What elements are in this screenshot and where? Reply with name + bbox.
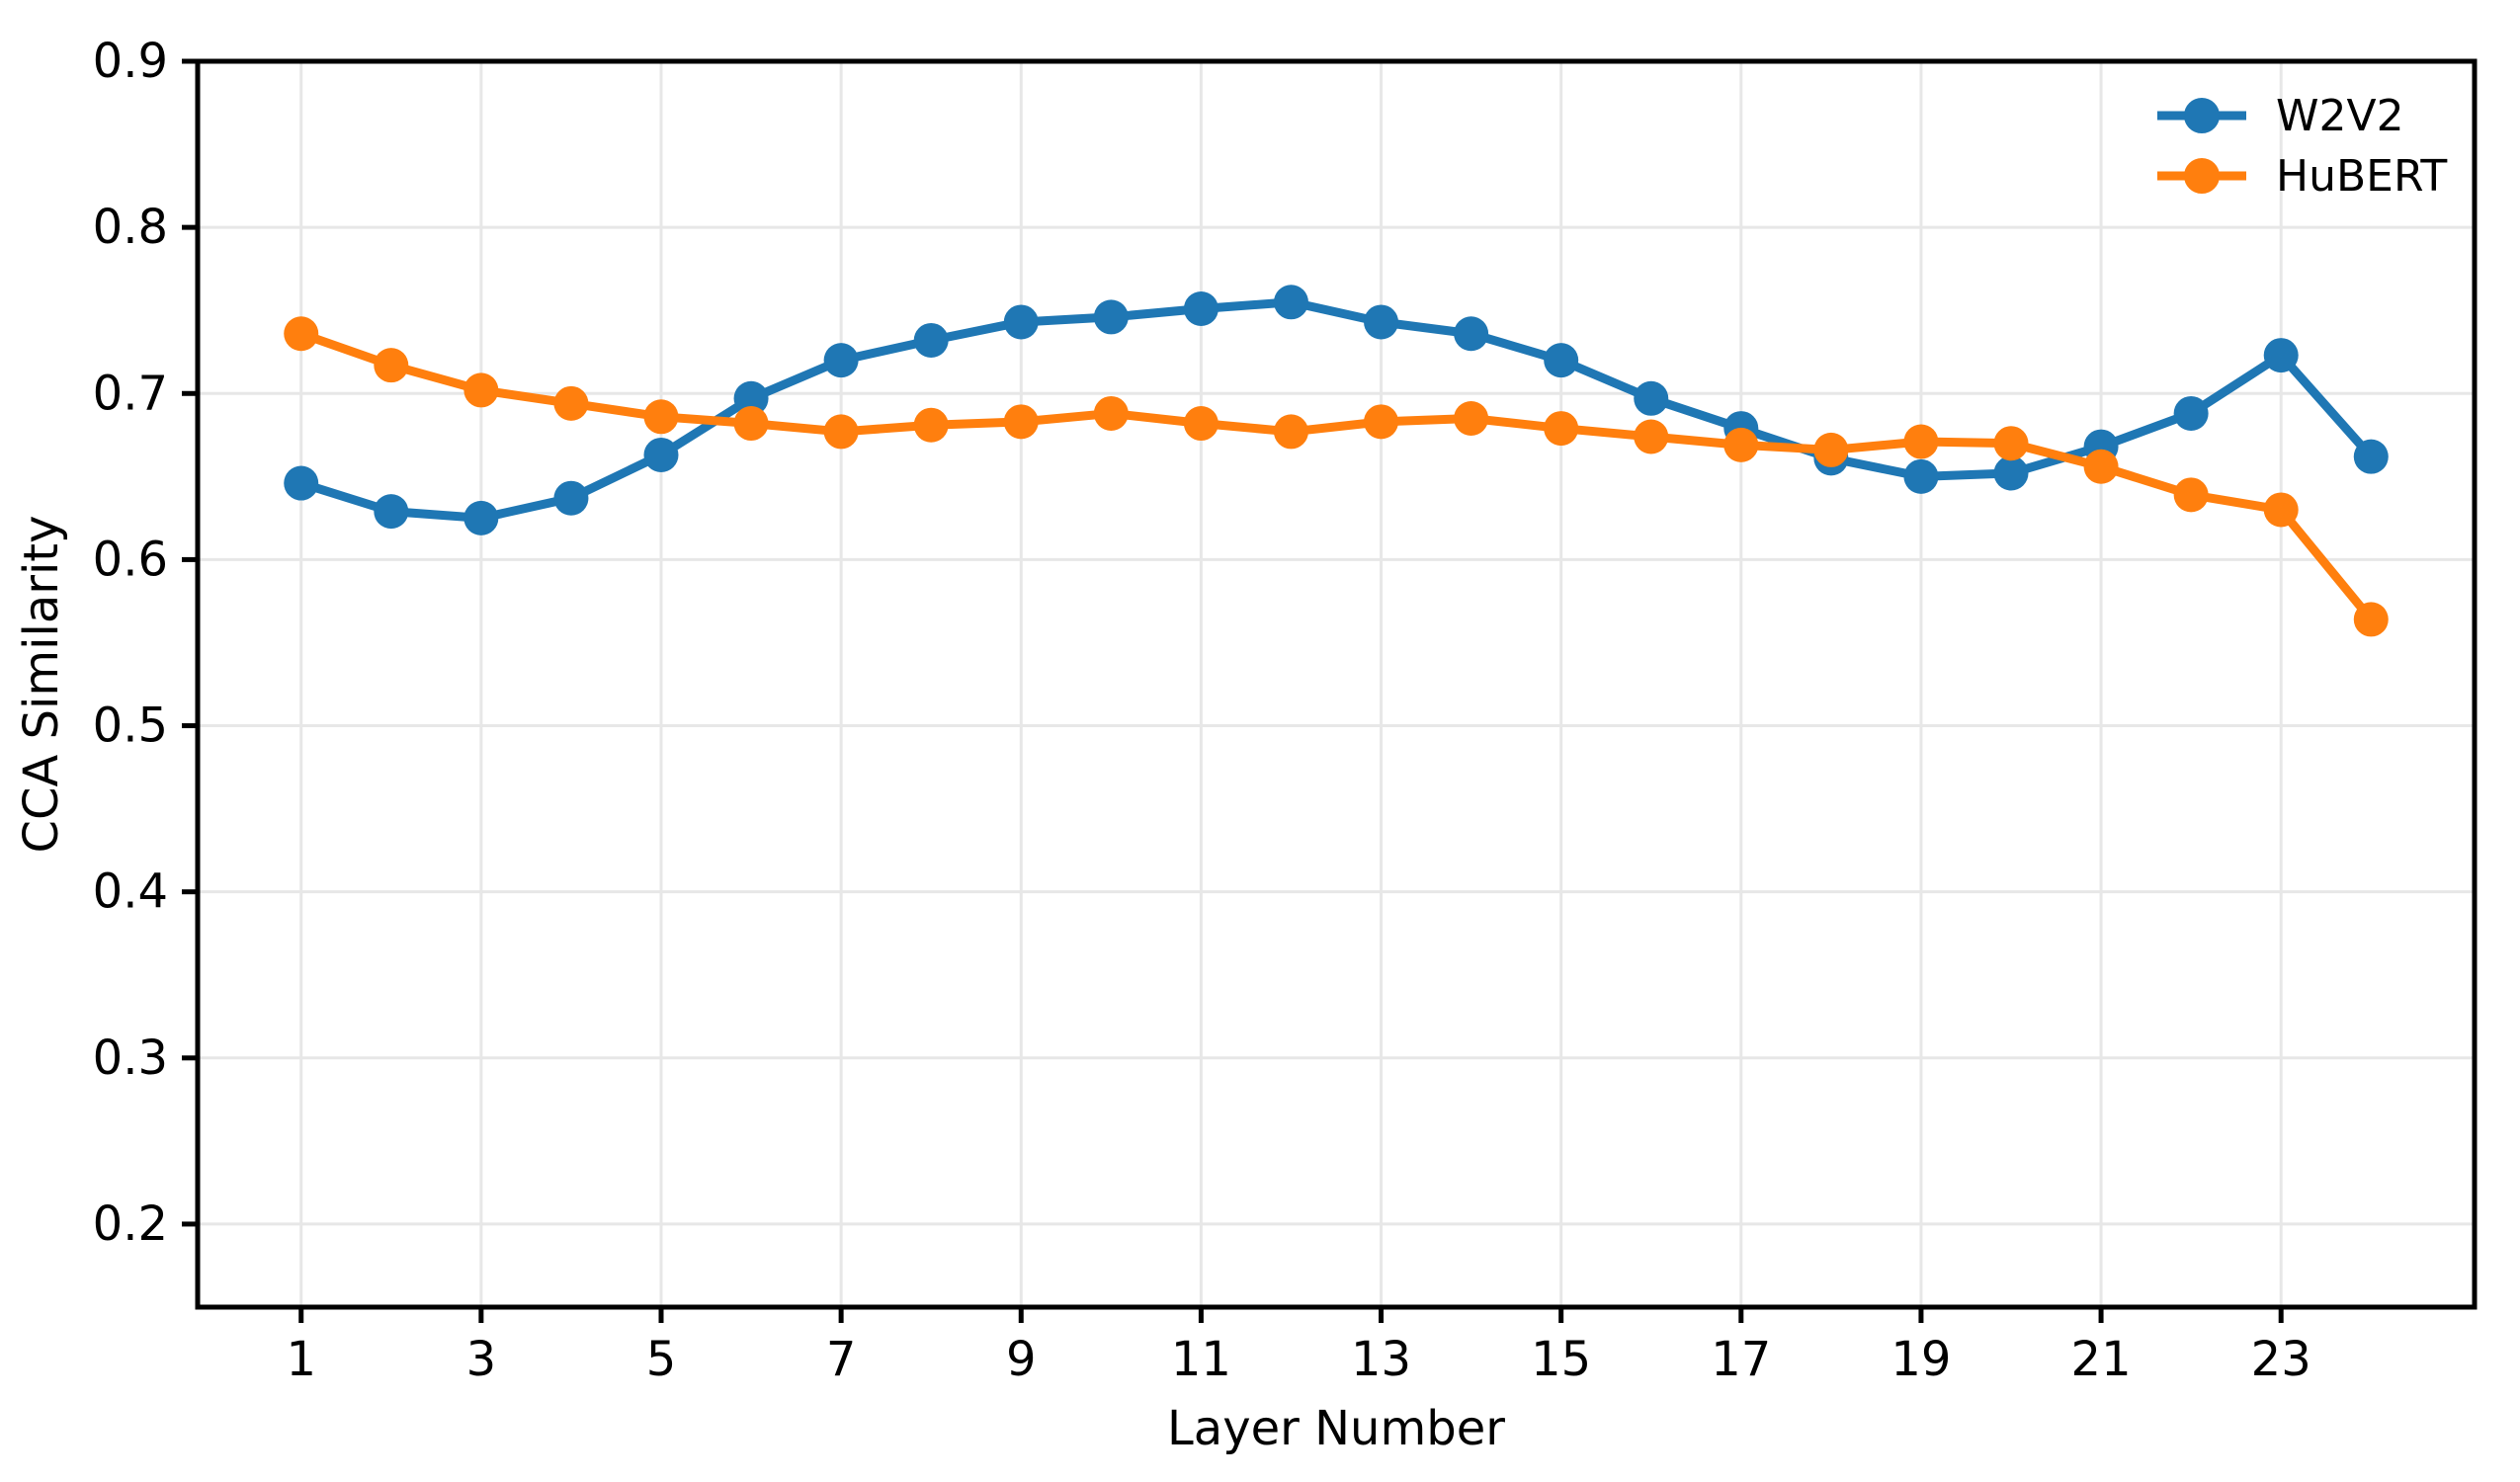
- data-point-marker-w2v2: [2353, 439, 2389, 474]
- data-point-marker-hubert: [553, 385, 589, 421]
- data-point-marker-w2v2: [1544, 343, 1579, 378]
- y-tick-label: 0.2: [93, 1196, 168, 1252]
- x-tick-label: 19: [1890, 1332, 1951, 1387]
- data-point-marker-hubert: [463, 372, 499, 408]
- data-point-marker-hubert: [643, 399, 679, 435]
- data-point-marker-hubert: [823, 414, 859, 450]
- data-point-marker-w2v2: [2263, 338, 2299, 373]
- data-point-marker-hubert: [2263, 492, 2299, 528]
- data-point-marker-hubert: [1093, 395, 1129, 431]
- legend: W2V2 HuBERT: [2157, 91, 2447, 202]
- data-point-marker-w2v2: [1634, 380, 1669, 416]
- legend-entry-hubert: HuBERT: [2157, 151, 2447, 202]
- data-point-marker-hubert: [1003, 404, 1039, 440]
- data-point-marker-hubert: [1454, 400, 1489, 436]
- y-tick-label: 0.4: [93, 864, 168, 920]
- y-tick-label: 0.6: [93, 532, 168, 587]
- data-point-marker-w2v2: [1993, 455, 2029, 491]
- data-point-marker-hubert: [1723, 427, 1759, 462]
- data-point-marker-hubert: [2083, 449, 2119, 484]
- data-point-marker-w2v2: [1093, 299, 1129, 335]
- y-tick-label: 0.9: [93, 34, 168, 89]
- x-tick-label: 15: [1531, 1332, 1591, 1387]
- data-point-marker-w2v2: [1903, 458, 1939, 494]
- data-series: [284, 285, 2389, 637]
- legend-label-hubert: HuBERT: [2276, 151, 2447, 202]
- y-tick-label: 0.3: [93, 1030, 168, 1086]
- data-point-marker-hubert: [1993, 426, 2029, 461]
- data-point-marker-w2v2: [643, 437, 679, 472]
- x-tick-label: 23: [2251, 1332, 2311, 1387]
- data-point-marker-hubert: [1364, 404, 1399, 440]
- x-tick-label: 5: [646, 1332, 677, 1387]
- data-point-marker-hubert: [1273, 414, 1308, 450]
- data-point-marker-hubert: [1903, 424, 1939, 459]
- data-point-marker-hubert: [1183, 406, 1218, 442]
- data-point-marker-hubert: [1634, 419, 1669, 454]
- data-point-marker-w2v2: [1183, 291, 1218, 327]
- data-point-marker-hubert: [2173, 477, 2209, 513]
- data-point-marker-w2v2: [463, 500, 499, 535]
- x-axis-label: Layer Number: [1167, 1401, 1505, 1456]
- data-point-marker-w2v2: [553, 480, 589, 516]
- y-tick-label: 0.8: [93, 200, 168, 255]
- y-tick-label: 0.5: [93, 699, 168, 754]
- x-tick-label: 7: [826, 1332, 857, 1387]
- tick-labels: 1 3 5 7 9 11 13 15 17 19 21 230.20.30.40.50.60.70.8…: [93, 34, 2311, 1387]
- data-point-marker-hubert: [913, 407, 949, 443]
- data-point-marker-hubert: [374, 348, 409, 383]
- data-point-marker-w2v2: [1273, 285, 1308, 320]
- y-tick-label: 0.7: [93, 366, 168, 421]
- data-point-marker-w2v2: [913, 322, 949, 358]
- legend-label-w2v2: W2V2: [2276, 91, 2404, 141]
- x-tick-label: 13: [1351, 1332, 1411, 1387]
- data-point-marker-w2v2: [823, 343, 859, 378]
- plot-border: [195, 58, 2478, 1310]
- data-point-marker-hubert: [1544, 411, 1579, 447]
- data-point-marker-w2v2: [1364, 304, 1399, 340]
- x-tick-label: 9: [1006, 1332, 1037, 1387]
- data-point-marker-w2v2: [1454, 316, 1489, 352]
- data-point-marker-hubert: [284, 316, 319, 352]
- data-point-marker-w2v2: [1003, 304, 1039, 340]
- legend-entry-w2v2: W2V2: [2157, 91, 2404, 141]
- data-point-marker-w2v2: [284, 465, 319, 501]
- legend-marker-icon-w2v2: [2184, 98, 2220, 133]
- x-tick-label: 17: [1711, 1332, 1771, 1387]
- y-axis-label: CCA Similarity: [14, 515, 69, 853]
- data-point-marker-w2v2: [733, 380, 769, 416]
- x-tick-label: 3: [466, 1332, 497, 1387]
- x-tick-label: 1: [286, 1332, 316, 1387]
- data-point-marker-hubert: [1813, 432, 1849, 467]
- legend-marker-icon-hubert: [2184, 158, 2220, 194]
- x-tick-label: 11: [1171, 1332, 1231, 1387]
- data-point-marker-hubert: [733, 406, 769, 442]
- gridlines: [198, 59, 2475, 1307]
- axes: [195, 58, 2478, 1310]
- x-tick-label: 21: [2071, 1332, 2132, 1387]
- data-point-marker-hubert: [2353, 602, 2389, 637]
- data-point-marker-w2v2: [2173, 395, 2209, 431]
- data-point-marker-w2v2: [374, 494, 409, 530]
